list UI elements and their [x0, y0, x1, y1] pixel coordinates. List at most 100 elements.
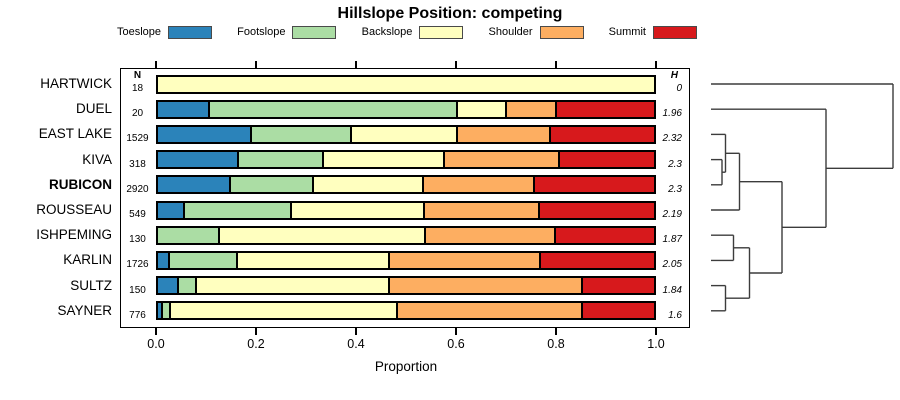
legend-item-toeslope: Toeslope — [117, 25, 213, 39]
bar-segment-shoulder — [423, 202, 538, 218]
n-column-header: N — [133, 70, 142, 81]
bar-segment-footslope — [228, 177, 312, 193]
n-value: 130 — [129, 234, 146, 246]
x-tick-label: 0.6 — [447, 337, 465, 351]
bar-segment-shoulder — [443, 152, 559, 168]
plot-area — [120, 68, 690, 328]
bar-segment-backslope — [455, 101, 506, 117]
bar-segment-shoulder — [423, 227, 554, 243]
tick-mark-bottom — [355, 328, 357, 335]
h-value: 2.05 — [662, 259, 682, 271]
h-value: 2.19 — [662, 209, 682, 220]
bar-segment-shoulder — [387, 252, 539, 268]
tick-mark-top — [455, 61, 457, 68]
bar-segment-toeslope — [158, 278, 177, 294]
bar-segment-summit — [558, 152, 654, 168]
bar-row-duel — [156, 99, 656, 119]
h-value: 1.96 — [662, 108, 682, 120]
bar-segment-summit — [580, 278, 654, 294]
legend-item-summit: Summit — [608, 25, 697, 39]
h-value: 1.87 — [662, 234, 682, 246]
bar-segment-footslope — [176, 278, 196, 294]
bar-segment-footslope — [183, 202, 290, 218]
bar-segment-shoulder — [396, 303, 581, 319]
row-label-rousseau: ROUSSEAU — [36, 202, 112, 217]
n-value: 1529 — [126, 133, 149, 145]
n-value: 150 — [129, 284, 146, 296]
tick-mark-top — [355, 61, 357, 68]
legend: Toeslope Footslope Backslope Shoulder Summit — [117, 24, 697, 40]
legend-label: Summit — [608, 26, 646, 38]
row-label-kiva: KIVA — [82, 151, 112, 167]
bar-row-karlin — [156, 250, 656, 270]
chart-title: Hillslope Position: competing — [337, 5, 563, 22]
bar-segment-toeslope — [158, 202, 184, 218]
row-label-sultz: SULTZ — [70, 277, 112, 293]
row-label-ishpeming: ISHPEMING — [36, 227, 112, 243]
bar-segment-footslope — [167, 252, 237, 268]
bar-segment-toeslope — [158, 152, 238, 168]
n-value: 318 — [129, 158, 146, 170]
h-value: 2.3 — [668, 183, 682, 195]
row-label-east-lake: EAST LAKE — [38, 126, 112, 142]
h-value: 0 — [676, 83, 682, 94]
bar-segment-backslope — [321, 152, 444, 168]
tick-mark-bottom — [155, 328, 157, 335]
legend-label: Backslope — [361, 26, 413, 38]
bar-segment-backslope — [236, 252, 388, 268]
bar-segment-summit — [532, 177, 654, 193]
bar-segment-summit — [553, 227, 654, 243]
h-value: 2.3 — [668, 158, 682, 170]
bar-segment-shoulder — [505, 101, 555, 117]
n-value: 2920 — [126, 183, 149, 195]
row-label-sayner: SAYNER — [57, 302, 112, 318]
h-column-header: H — [670, 70, 678, 81]
bar-segment-backslope — [195, 278, 388, 294]
tick-mark-top — [155, 61, 157, 68]
legend-swatch — [419, 25, 464, 39]
tick-mark-bottom — [555, 328, 557, 335]
bar-segment-backslope — [289, 202, 424, 218]
h-value: 1.6 — [668, 309, 682, 321]
bar-segment-backslope — [169, 303, 397, 319]
n-value: 1726 — [126, 259, 149, 271]
bar-segment-toeslope — [158, 101, 208, 117]
x-tick-label: 0.2 — [247, 337, 265, 351]
bar-segment-toeslope — [158, 126, 250, 142]
bar-row-rubicon — [156, 175, 656, 195]
tick-mark-top — [555, 61, 557, 68]
bar-segment-footslope — [207, 101, 456, 117]
bar-row-kiva — [156, 150, 656, 170]
row-label-duel: DUEL — [75, 101, 112, 117]
bar-row-hartwick — [156, 74, 656, 94]
legend-label: Shoulder — [488, 26, 533, 38]
bar-row-ishpeming — [156, 225, 656, 245]
bar-segment-shoulder — [422, 177, 533, 193]
bar-row-rousseau — [156, 200, 656, 220]
legend-swatch — [652, 25, 697, 39]
row-label-karlin: KARLIN — [63, 252, 112, 268]
legend-swatch — [292, 25, 337, 39]
legend-label: Toeslope — [117, 26, 162, 38]
row-label-rubicon: RUBICON — [49, 176, 112, 192]
bar-segment-summit — [580, 303, 654, 319]
bar-segment-summit — [537, 202, 654, 218]
h-value: 2.32 — [662, 133, 682, 145]
bar-segment-shoulder — [456, 126, 549, 142]
bar-segment-shoulder — [387, 278, 581, 294]
legend-label: Footslope — [237, 26, 286, 38]
legend-swatch — [168, 25, 213, 39]
n-value: 549 — [129, 209, 146, 220]
x-tick-label: 0.0 — [147, 337, 165, 351]
legend-item-footslope: Footslope — [237, 25, 337, 39]
x-tick-label: 1.0 — [647, 337, 665, 351]
bar-segment-backslope — [350, 126, 457, 142]
x-axis-title: Proportion — [374, 359, 438, 374]
bar-segment-footslope — [249, 126, 351, 142]
bar-segment-backslope — [311, 177, 423, 193]
bar-segment-toeslope — [158, 303, 162, 319]
bar-segment-backslope — [218, 227, 424, 243]
n-value: 18 — [131, 83, 144, 94]
bar-row-sayner — [156, 301, 656, 321]
